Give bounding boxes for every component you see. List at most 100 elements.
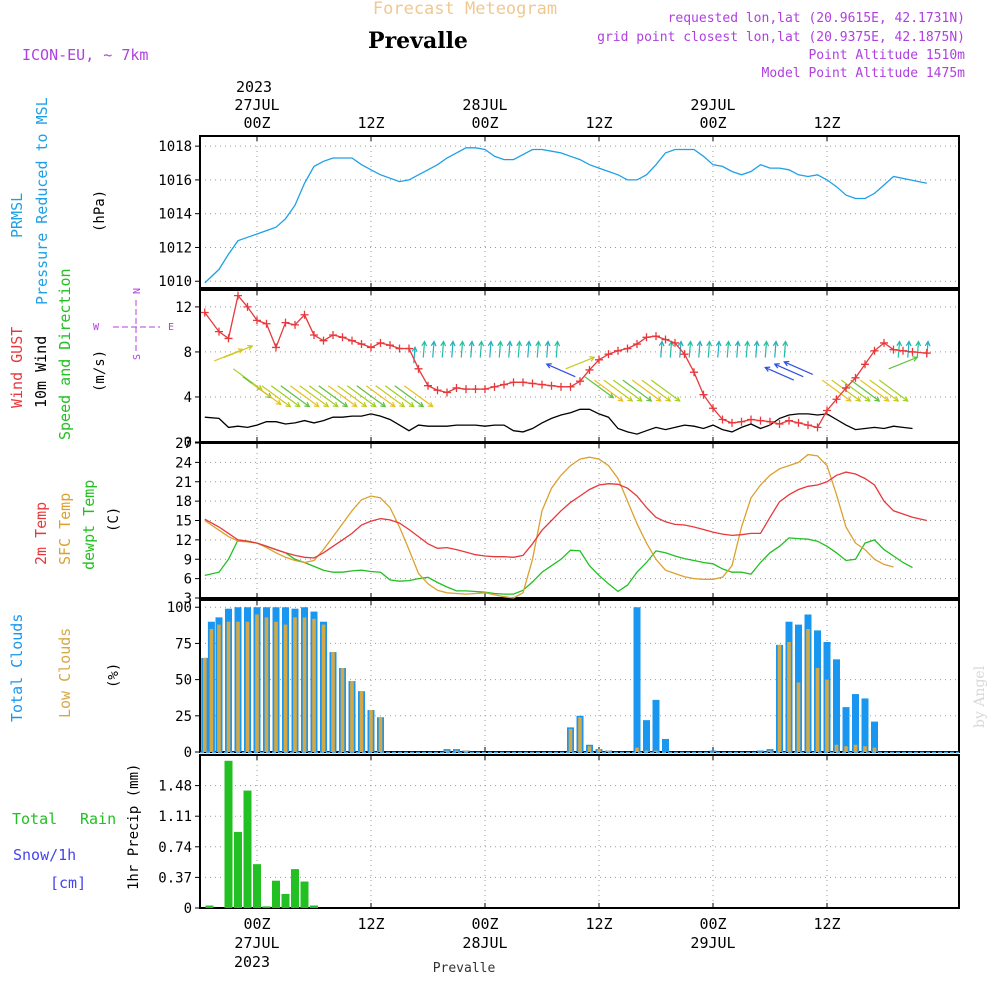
- gust-marker: [813, 423, 822, 432]
- gust-marker: [585, 365, 594, 374]
- credit-watermark: by Angel: [972, 665, 988, 728]
- low-cloud-bar: [863, 746, 867, 752]
- wind-arrow-head: [323, 401, 330, 408]
- requested-coords: requested lon,lat (20.9615E, 42.1731N): [668, 11, 965, 26]
- cloud-labels: Total Clouds Low Clouds (%): [8, 614, 122, 722]
- wind-arrow-head: [459, 340, 466, 347]
- low-cloud-bar: [768, 750, 772, 752]
- wind-arrow-head: [763, 340, 770, 347]
- wind-arrow-head: [554, 340, 561, 347]
- gust-marker: [785, 416, 793, 425]
- wind-arrow-head: [636, 396, 643, 402]
- low-cloud-bar: [264, 617, 269, 752]
- wind-arrow: [489, 341, 492, 358]
- wind-labels: Wind GUST 10m Wind Speed and Direction (…: [8, 268, 174, 440]
- bottom-axis-time-label: 12Z: [813, 915, 840, 933]
- wind-arrow-head: [915, 340, 922, 347]
- gust-marker: [215, 327, 223, 336]
- bottom-axis-date-label: 28JUL: [462, 934, 507, 952]
- wind-arrow: [612, 379, 643, 402]
- gust-marker: [243, 302, 252, 311]
- gust-marker: [338, 333, 347, 342]
- wind-arrow-head: [608, 392, 615, 399]
- wind-arrow-head: [421, 340, 428, 347]
- wind-arrow-head: [782, 340, 789, 347]
- low-cloud-bar: [825, 679, 829, 752]
- total-cloud-bar: [861, 698, 869, 752]
- total-cloud-bar: [842, 707, 850, 752]
- wind-arrow-head: [427, 401, 434, 408]
- wind-arrow: [859, 379, 890, 402]
- wind-arrow-head: [665, 396, 672, 402]
- total-cloud-bar: [833, 659, 840, 752]
- total-cloud-bar: [871, 721, 878, 752]
- temp-dewpt-label: dewpt Temp: [80, 480, 98, 570]
- wind-arrow-head: [275, 399, 282, 406]
- gust-marker: [405, 344, 413, 353]
- station-title: Prevalle: [368, 28, 468, 54]
- panel-frame: [199, 442, 960, 599]
- wind-arrow: [888, 356, 918, 370]
- gust-marker: [462, 385, 470, 394]
- low-cloud-bar: [293, 617, 297, 752]
- top-axis-time-label: 00Z: [471, 114, 498, 132]
- gust-marker: [234, 291, 242, 300]
- compass-n: N: [132, 288, 143, 294]
- model-label: ICON-EU, ~ 7km: [22, 46, 148, 64]
- gust-marker: [922, 349, 931, 358]
- low-cloud-bar: [606, 750, 611, 752]
- wind-arrow-head: [313, 401, 320, 408]
- gust-marker: [832, 395, 841, 404]
- low-cloud-bar: [255, 614, 259, 752]
- wind-arrow: [375, 385, 405, 408]
- wind-arrow: [403, 385, 434, 408]
- bottom-axis-time-label: 12Z: [357, 915, 384, 933]
- wind-arrow-head: [544, 340, 551, 347]
- low-cloud-bar: [853, 744, 858, 752]
- gust-markers: [201, 292, 931, 432]
- gust-marker: [633, 340, 641, 349]
- wind-arrow: [631, 379, 662, 402]
- temp-2m-label: 2m Temp: [32, 502, 50, 565]
- gust-marker: [652, 332, 660, 341]
- wind-arrow: [527, 341, 530, 358]
- wind-speed-dir-label: Speed and Direction: [56, 268, 74, 440]
- compass-w: W: [93, 322, 100, 333]
- low-cloud-bar: [568, 728, 573, 752]
- wind-arrow-head: [905, 340, 912, 347]
- gust-marker: [291, 320, 299, 329]
- wind-arrow-head: [247, 344, 254, 351]
- wind-arrow: [517, 341, 521, 358]
- model-altitude: Model Point Altitude 1475m: [762, 66, 966, 81]
- wind-arrow: [897, 341, 901, 358]
- low-cloud-bar: [340, 668, 345, 752]
- precip-unit-label: 1hr Precip (mm): [126, 764, 142, 890]
- gust-marker: [623, 344, 632, 353]
- gust-marker: [433, 386, 442, 395]
- y-tick-label: 1.11: [158, 809, 192, 825]
- precip-bars: [205, 760, 318, 908]
- wind-arrow: [821, 379, 852, 402]
- sfc-temp-line: [204, 453, 894, 599]
- gust-marker: [889, 345, 898, 354]
- bottom-axis-time-label: 12Z: [585, 915, 612, 933]
- wind-arrow-head: [389, 401, 396, 408]
- wind-arrow-head: [468, 340, 475, 347]
- wind-arrow-head: [773, 363, 780, 369]
- gust-marker: [319, 336, 328, 345]
- wind-arrow: [774, 341, 777, 358]
- wind-arrow-head: [430, 340, 437, 347]
- low-cloud-bar: [202, 657, 207, 752]
- low-cloud-bar: [350, 681, 354, 752]
- wind-arrow: [869, 379, 899, 402]
- gust-marker: [414, 364, 423, 373]
- wind-gust-line: [204, 294, 927, 429]
- wind-arrow: [318, 385, 348, 408]
- wind-arrow: [460, 341, 464, 358]
- top-year: 2023: [236, 78, 272, 96]
- wind-arrow: [698, 341, 701, 358]
- wind-arrow: [337, 385, 367, 408]
- wind-arrow: [593, 379, 624, 402]
- wind-arrow-head: [487, 340, 494, 347]
- gust-marker: [794, 418, 803, 427]
